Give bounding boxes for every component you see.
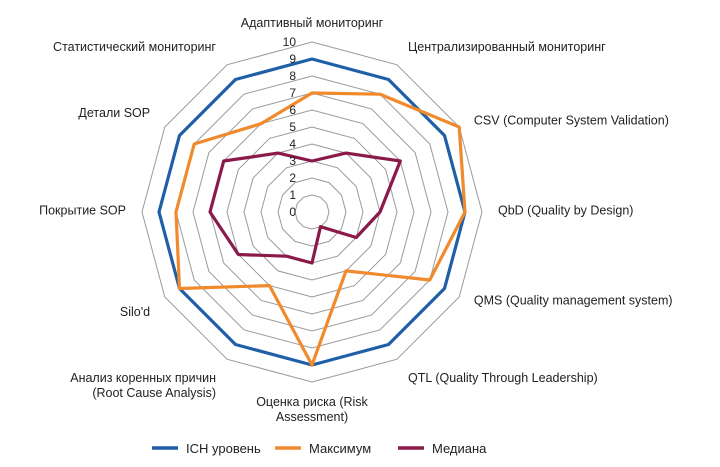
- tick-label: 0: [289, 205, 296, 219]
- tick-label: 7: [289, 86, 296, 100]
- tick-label: 5: [289, 120, 296, 134]
- legend-item: ICH уровень: [152, 441, 261, 456]
- grid-ring: [243, 143, 381, 281]
- legend-label: Максимум: [309, 441, 371, 456]
- axis-label: QMS (Quality management system): [474, 294, 673, 308]
- grid-ring: [260, 160, 364, 264]
- axis-labels: Адаптивный мониторинг Централизированный …: [39, 16, 672, 424]
- legend-item: Медиана: [398, 441, 487, 456]
- series-lines: [157, 57, 467, 367]
- legend-label: Медиана: [432, 441, 487, 456]
- grid-ring: [158, 58, 466, 366]
- tick-label: 4: [289, 137, 296, 151]
- axis-label: Silo'd: [120, 305, 150, 319]
- axis-label: Детали SOP: [78, 106, 150, 120]
- tick-label: 9: [289, 52, 296, 66]
- axis-label: CSV (Computer System Validation): [474, 114, 669, 128]
- tick-label: 1: [289, 188, 296, 202]
- tick-label: 6: [289, 103, 296, 117]
- axis-label: QbD (Quality by Design): [498, 204, 633, 218]
- axis-label: Централизированный мониторинг: [408, 40, 606, 54]
- axis-label: Покрытие SOP: [39, 204, 126, 218]
- axis-label: Статистический мониторинг: [53, 40, 216, 54]
- grid-ring: [192, 92, 432, 332]
- grid-ring: [294, 194, 330, 230]
- axis-label: QTL (Quality Through Leadership): [408, 371, 598, 385]
- axis-label: Оценка риска (Risk: [256, 395, 368, 409]
- grid-ring: [226, 126, 398, 298]
- tick-label: 8: [289, 69, 296, 83]
- tick-label: 10: [283, 35, 297, 49]
- legend-item: Максимум: [275, 441, 371, 456]
- axis-label: Assessment): [276, 410, 348, 424]
- series-line-0: [157, 57, 467, 367]
- series-line-2: [208, 151, 402, 265]
- legend-label: ICH уровень: [186, 441, 261, 456]
- grid-ring: [209, 109, 415, 315]
- grid-ring: [277, 177, 347, 247]
- legend: ICH уровень Максимум Медиана: [152, 441, 487, 456]
- axis-label: (Root Cause Analysis): [92, 386, 216, 400]
- radial-tick-labels: 0 1 2 3 4 5 6 7 8 9 10: [283, 35, 297, 219]
- tick-label: 2: [289, 171, 296, 185]
- axis-label: Анализ коренных причин: [70, 371, 216, 385]
- tick-label: 3: [289, 154, 296, 168]
- grid-ring: [175, 75, 449, 349]
- axis-label: Адаптивный мониторинг: [241, 16, 384, 30]
- series-line-1: [174, 91, 467, 367]
